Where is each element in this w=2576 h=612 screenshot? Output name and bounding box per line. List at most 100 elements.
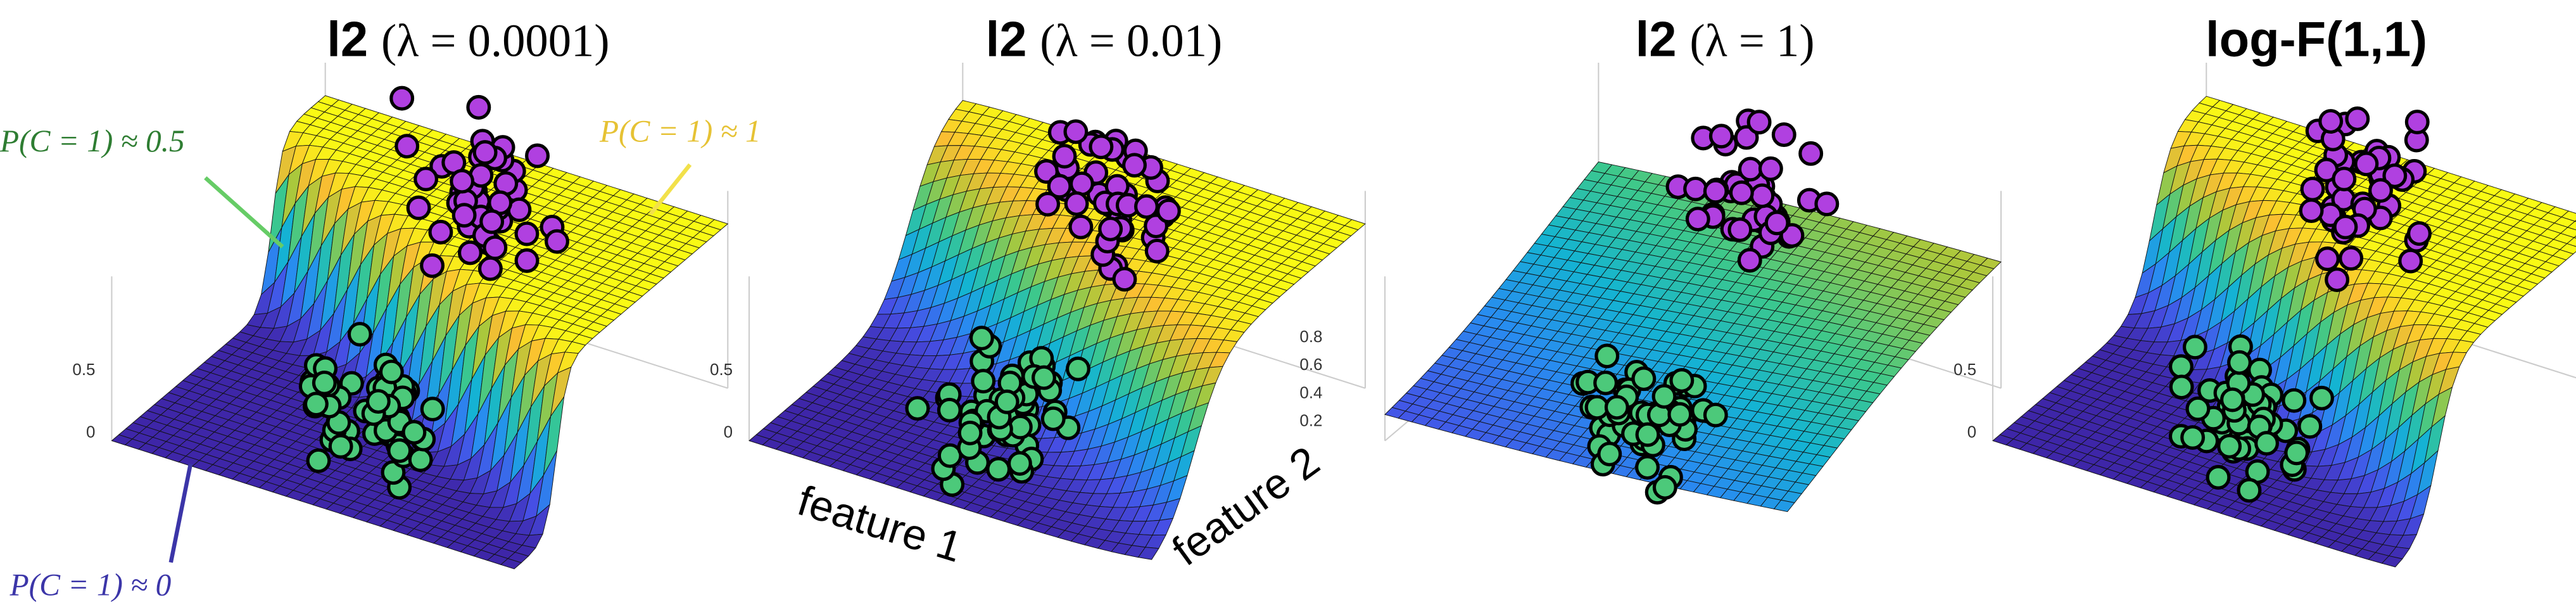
data-point	[477, 256, 503, 281]
data-point	[1631, 366, 1657, 392]
data-point	[957, 420, 983, 445]
data-point	[2169, 374, 2194, 400]
data-point	[2217, 433, 2242, 459]
tick-label: 0.5	[710, 361, 733, 379]
tick-label: 0.2	[1299, 412, 1322, 430]
surface-cell	[1137, 547, 1159, 560]
title-param: (λ = 1)	[1689, 15, 1814, 67]
data-point	[428, 219, 453, 245]
data-point	[2382, 163, 2408, 188]
data-point	[1063, 119, 1089, 144]
tick-label: 0	[724, 424, 733, 442]
data-point	[2237, 478, 2262, 503]
annotation-line	[168, 463, 193, 563]
data-point	[514, 248, 540, 273]
data-point	[414, 167, 439, 192]
panel: 0 0.5 l2 (λ = 0.01)	[710, 13, 1366, 560]
data-point	[1738, 156, 1763, 182]
data-point	[1703, 402, 1728, 428]
data-point	[1122, 153, 1147, 178]
data-point	[2325, 267, 2350, 293]
data-point	[2299, 198, 2324, 224]
data-point	[1708, 124, 1734, 149]
data-point	[1734, 125, 1759, 150]
data-point	[2282, 388, 2307, 413]
data-point	[1651, 384, 1677, 409]
panel: 0 0.5 l2 (λ = 0.0001)	[72, 13, 729, 570]
data-point	[451, 203, 477, 228]
data-point	[937, 397, 962, 423]
data-point	[2297, 414, 2323, 439]
data-point	[483, 235, 508, 260]
annotation-line	[204, 176, 284, 249]
data-point	[389, 86, 415, 111]
data-point	[328, 434, 353, 459]
data-point	[1068, 214, 1094, 239]
data-point	[2315, 246, 2340, 271]
data-point	[312, 370, 337, 395]
data-point	[2318, 109, 2344, 134]
data-point	[986, 457, 1011, 482]
surface-cell	[500, 558, 522, 570]
surfaces: 00.5l2 (λ = 0.0001)00.5l2 (λ = 0.01)0.80.6…	[72, 13, 2576, 570]
data-point	[2309, 385, 2334, 411]
data-point	[1052, 144, 1077, 169]
title-param: (λ = 0.0001)	[381, 15, 610, 67]
data-point	[1746, 110, 1772, 135]
data-point	[2407, 221, 2432, 246]
tick-label: 0.5	[1954, 361, 1976, 379]
data-point	[306, 448, 331, 473]
data-point	[1597, 442, 1622, 467]
data-point	[450, 169, 475, 194]
data-point	[969, 326, 994, 351]
title-param: (λ = 0.01)	[1040, 15, 1222, 67]
data-point	[395, 134, 420, 159]
data-point	[1771, 122, 1796, 148]
title-name: l2	[1636, 13, 1677, 67]
data-point	[1727, 217, 1753, 243]
data-point	[2182, 335, 2207, 360]
surface-cell	[1773, 499, 1795, 513]
data-point	[1652, 475, 1677, 500]
data-point	[1703, 179, 1728, 204]
data-point	[420, 397, 445, 422]
data-point	[1685, 207, 1710, 232]
data-point	[1066, 356, 1090, 381]
data-point	[1156, 198, 1181, 224]
annotation-line	[648, 163, 692, 215]
data-point	[971, 369, 996, 394]
data-point	[1683, 176, 1708, 201]
data-point	[1667, 402, 1693, 427]
tick-label: 0.8	[1299, 328, 1322, 346]
surface-cell	[2381, 555, 2403, 568]
panel-title: l2 (λ = 0.0001)	[327, 13, 609, 67]
data-point	[387, 438, 412, 463]
annotation: P(C = 1) ≈ 0.5	[0, 124, 185, 158]
tick-label: 0	[1967, 424, 1976, 442]
data-point	[1007, 451, 1032, 476]
panel: 0.8 0.6 0.4 0.2 l2 (λ = 1)	[1299, 13, 2002, 513]
data-point	[1098, 216, 1123, 241]
data-point	[406, 195, 431, 220]
data-point	[525, 143, 550, 169]
data-point	[303, 392, 329, 417]
data-point	[472, 140, 498, 165]
data-point	[1584, 395, 1610, 420]
data-point	[2398, 248, 2423, 274]
data-point	[1814, 191, 1840, 217]
data-point	[2339, 246, 2364, 271]
data-point	[2168, 354, 2194, 379]
panel-title: log-F(1,1)	[2206, 13, 2427, 67]
panel-title: l2 (λ = 0.01)	[986, 13, 1223, 67]
data-point	[1089, 134, 1114, 160]
data-point	[1729, 180, 1754, 205]
data-point	[1669, 368, 1695, 393]
data-point	[1064, 191, 1089, 216]
data-point	[905, 396, 930, 421]
data-point	[401, 419, 427, 445]
data-point	[457, 240, 483, 265]
data-point	[2284, 440, 2309, 466]
data-point	[2300, 176, 2325, 201]
data-point	[1764, 210, 1790, 236]
